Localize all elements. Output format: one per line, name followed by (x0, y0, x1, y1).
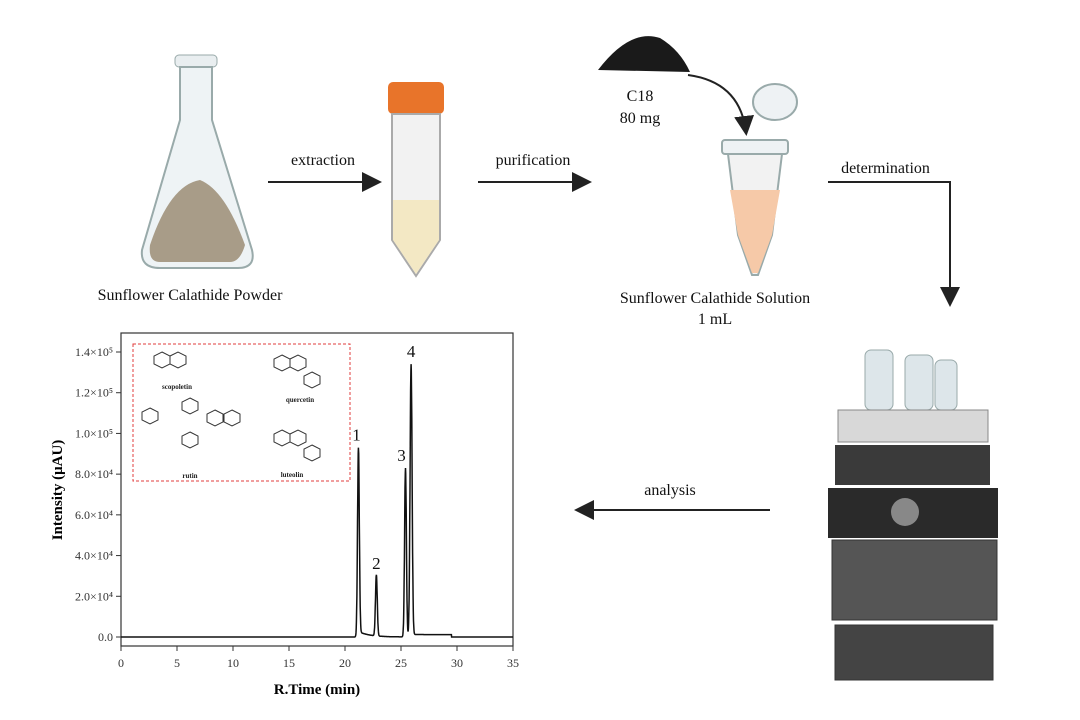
x-axis-label: R.Time (min) (274, 682, 360, 698)
sorbent-amount: 80 mg (619, 110, 661, 127)
c18-powder-icon (598, 36, 690, 72)
compound-label: quercetin (286, 396, 314, 404)
x-tick-label: 5 (174, 656, 180, 670)
y-tick-label: 6.0×10⁴ (75, 508, 113, 522)
chromatogram-trace (121, 364, 513, 638)
x-tick-label: 0 (118, 656, 124, 670)
determination-arrow (828, 181, 960, 307)
y-axis-label: Intensity (μAU) (50, 440, 66, 541)
x-tick-label: 20 (339, 656, 351, 670)
y-tick-label: 1.0×10⁵ (75, 426, 113, 440)
sorbent-name: C18 (626, 88, 654, 105)
y-tick-label: 4.0×10⁴ (75, 549, 113, 563)
powder-label: Sunflower Calathide Powder (97, 287, 283, 304)
peak-label: 1 (352, 426, 361, 445)
peak-label: 3 (397, 446, 406, 465)
solution-volume: 1 mL (697, 311, 733, 328)
determination-label: determination (841, 160, 930, 177)
x-tick-label: 30 (451, 656, 463, 670)
x-tick-label: 25 (395, 656, 407, 670)
hplc-instrument-icon (828, 349, 998, 681)
analysis-label: analysis (644, 482, 696, 499)
y-tick-label: 2.0×10⁴ (75, 589, 113, 603)
x-tick-label: 10 (227, 656, 239, 670)
y-tick-label: 8.0×10⁴ (75, 467, 113, 481)
peak-label: 4 (407, 342, 416, 361)
c18-addition-arrow (687, 74, 755, 136)
microcentrifuge-tube-icon (721, 83, 798, 276)
purification-label: purification (495, 152, 571, 169)
y-tick-label: 1.2×10⁵ (75, 386, 113, 400)
y-tick-label: 1.4×10⁵ (75, 345, 113, 359)
peak-label: 2 (372, 554, 381, 573)
compound-label: luteolin (281, 471, 304, 479)
plot-frame (120, 332, 514, 647)
extraction-label: extraction (291, 152, 355, 169)
y-tick-label: 0.0 (98, 630, 113, 644)
centrifuge-tube-icon (388, 82, 444, 278)
structures-inset (132, 343, 351, 482)
erlenmeyer-flask-icon (140, 54, 254, 269)
x-tick-label: 35 (507, 656, 519, 670)
x-tick-label: 15 (283, 656, 295, 670)
chemical-structures (141, 351, 321, 462)
compound-label: scopoletin (162, 383, 192, 391)
compound-label: rutin (182, 472, 197, 480)
chromatogram-chart: 0 5 10 15 20 25 30 35 0.0 2.0×10⁴ 4.0×10⁴ 6.0×10⁴ 8.… (50, 332, 519, 698)
solution-label: Sunflower Calathide Solution (619, 290, 811, 307)
